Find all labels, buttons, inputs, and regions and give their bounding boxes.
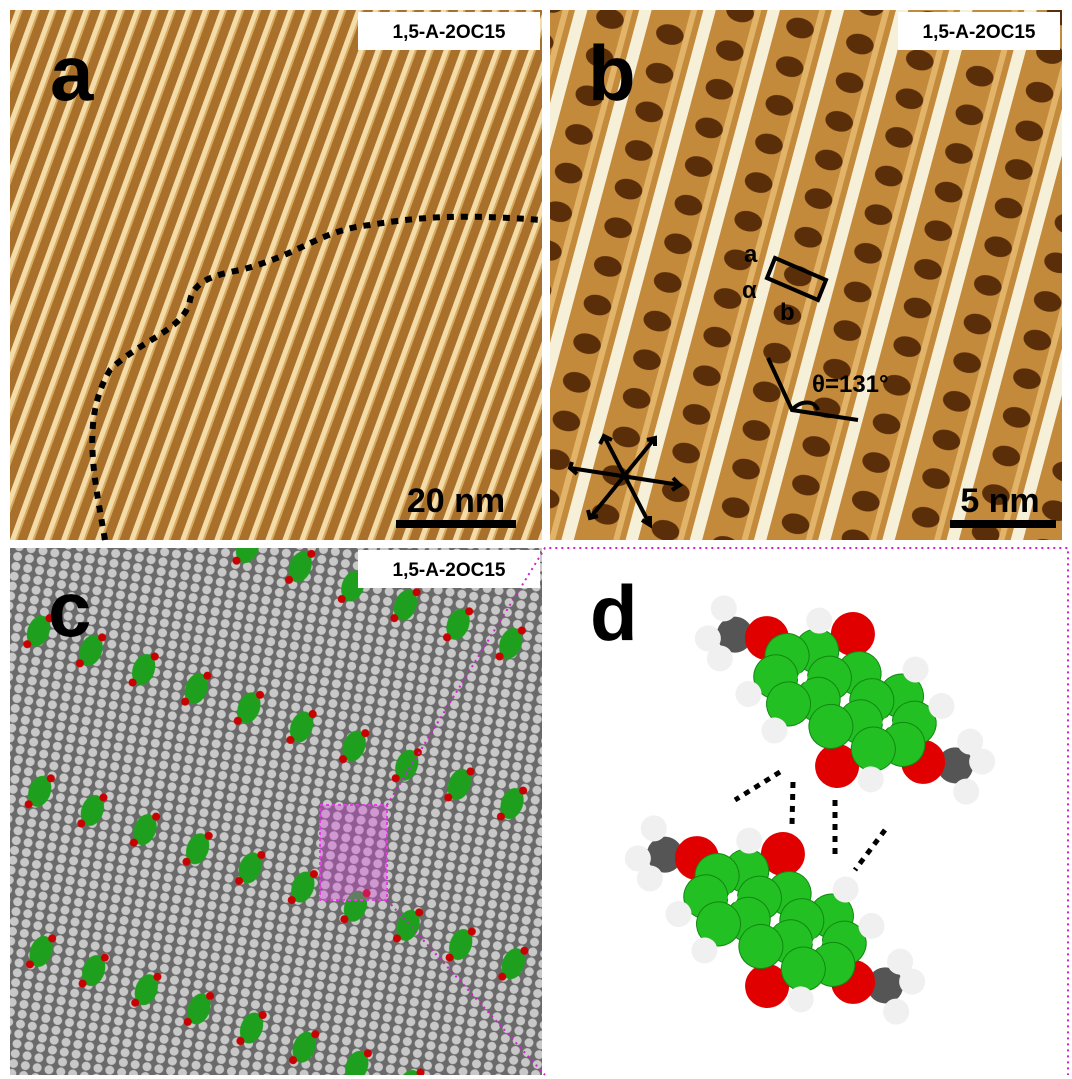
panel-letter: d [590, 569, 638, 657]
molecule [662, 549, 1029, 850]
scale-bar [396, 520, 516, 528]
panel-b: 1,5-A-2OC15 b a α b θ=131° 5 nm [550, 10, 1062, 540]
panel-letter: c [48, 565, 91, 653]
cell-b: b [780, 299, 795, 326]
panel-label: 1,5-A-2OC15 [393, 22, 506, 43]
panel-d: d [590, 549, 1028, 1070]
scale-bar-label: 20 nm [407, 482, 505, 520]
panel-letter: b [588, 29, 636, 117]
panel-label: 1,5-A-2OC15 [393, 560, 506, 581]
panel-c: 1,5-A-2OC15 c [10, 548, 542, 1075]
scale-bar [950, 520, 1056, 528]
panel-letter: a [50, 29, 94, 117]
panel-a: 1,5-A-2OC15 a 20 nm [10, 10, 542, 540]
theta: θ=131° [812, 371, 889, 398]
scale-bar-label: 5 nm [960, 482, 1039, 520]
highlight-box [320, 805, 387, 900]
panel-label: 1,5-A-2OC15 [923, 22, 1036, 43]
alpha: α [742, 277, 757, 304]
figure: 1,5-A-2OC15 a 20 nm 1,5-A-2OC15 b a α b … [0, 0, 1072, 1079]
molecule [592, 769, 959, 1070]
cell-a: a [744, 241, 758, 268]
